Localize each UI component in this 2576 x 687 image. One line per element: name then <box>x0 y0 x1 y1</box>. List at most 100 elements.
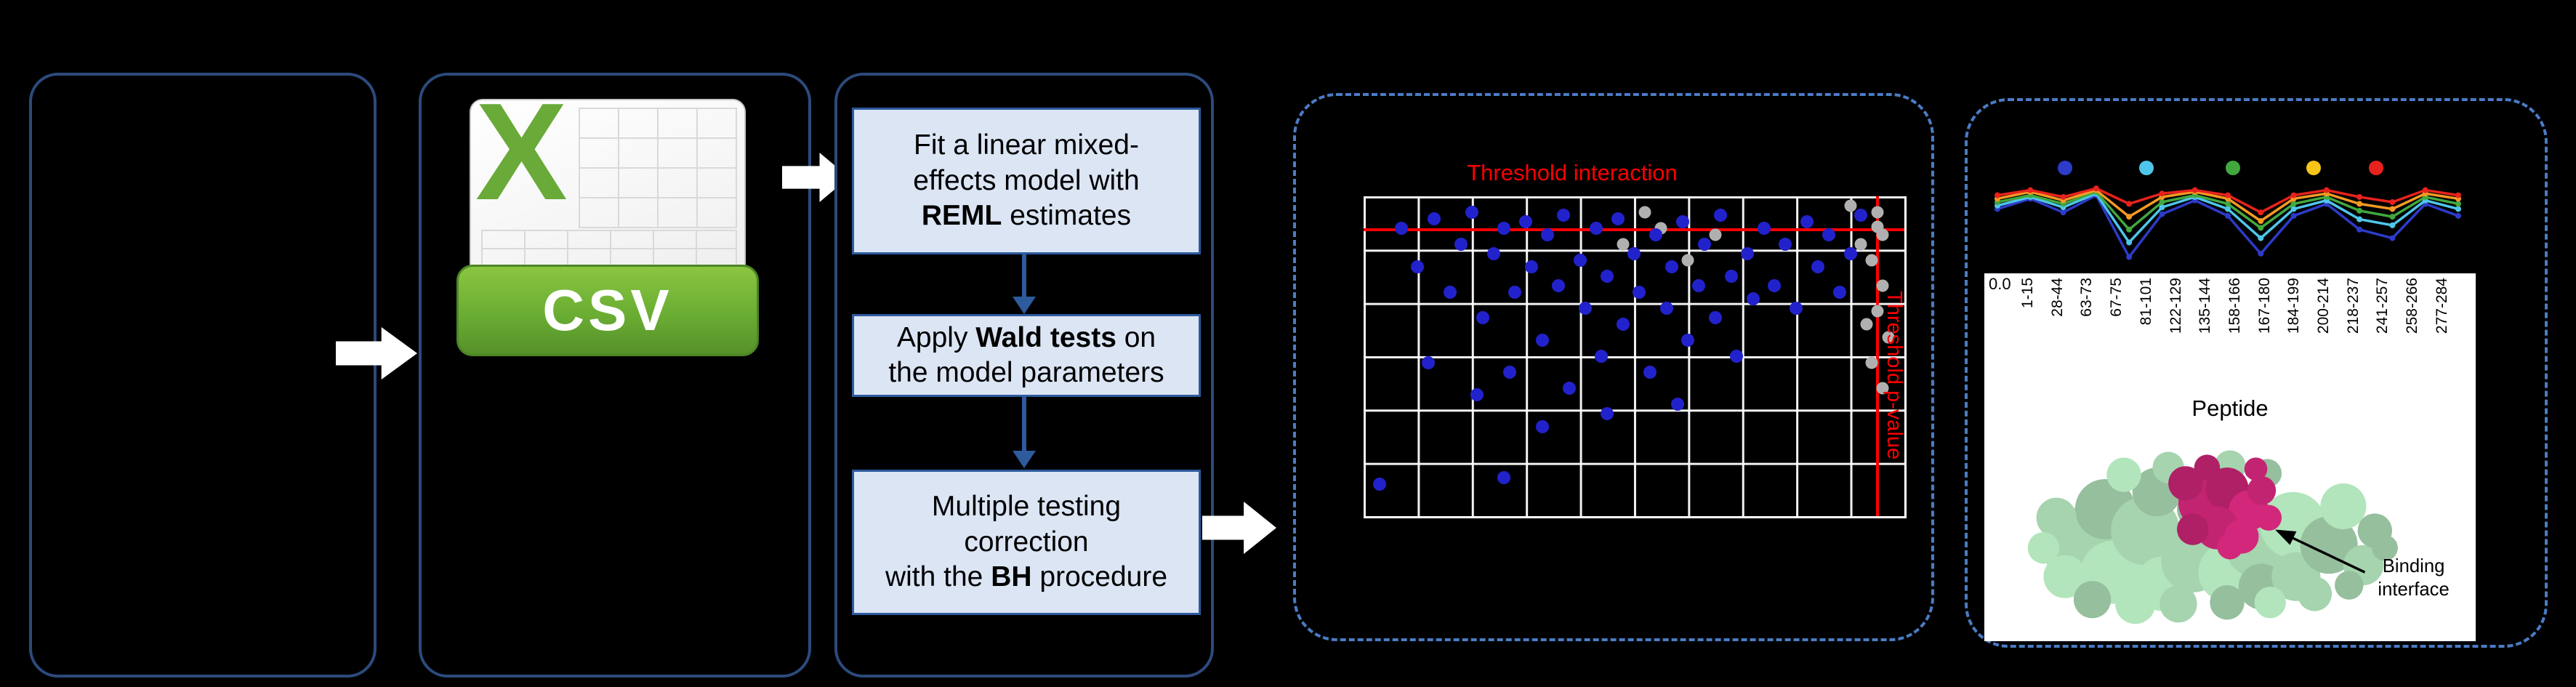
series-blue-marker <box>2290 212 2297 219</box>
series-red-marker <box>2356 193 2363 200</box>
protein-surface-sphere <box>2210 584 2245 620</box>
scatter-point <box>1579 302 1593 315</box>
model-steps-box: Fit a linear mixed- effects model with R… <box>834 73 1214 678</box>
csv-sheet: X <box>470 83 746 346</box>
x-tick-label: 258-266 <box>2404 278 2421 334</box>
series-green-marker <box>2225 201 2231 207</box>
scatter-point <box>1476 311 1489 325</box>
scatter-point <box>1551 279 1565 293</box>
x-tick-label: 135-144 <box>2197 278 2214 334</box>
series-red-marker <box>2093 185 2099 192</box>
peptide-axis-panel: 0.0 1-15 28-44 63-73 67-75 81-101 122-129 135-… <box>1984 273 2476 641</box>
scatter-point <box>1649 228 1662 241</box>
scatter-point <box>1454 238 1468 251</box>
scatter-point <box>1681 334 1695 347</box>
series-red-marker <box>2258 209 2264 216</box>
scatter-point <box>1562 382 1576 395</box>
series-green-marker <box>2455 201 2461 207</box>
series-orange-marker <box>2356 201 2363 207</box>
protein-surface-sphere <box>2027 531 2060 564</box>
series-cyan-marker <box>2258 235 2264 241</box>
binding-interface-sphere <box>2176 513 2209 545</box>
x-tick-label: 1-15 <box>2019 278 2036 309</box>
scatter-point <box>1876 382 1889 395</box>
scatter-point <box>1638 206 1651 219</box>
results-panel: 0.0 1-15 28-44 63-73 67-75 81-101 122-129 135-… <box>1965 98 2548 648</box>
condition-dot <box>2058 161 2073 175</box>
scatter-point <box>1865 254 1878 267</box>
scatter-point <box>1486 247 1500 261</box>
scatter-point <box>1535 419 1549 433</box>
series-blue-marker <box>2356 226 2363 233</box>
scatter-point <box>1843 247 1857 261</box>
scatter-point <box>1502 366 1516 379</box>
scatter-point <box>1633 286 1646 299</box>
threshold-interaction-label: Threshold interaction <box>1467 160 1678 185</box>
csv-file-icon: X CSV <box>449 83 763 381</box>
scatter-point <box>1508 286 1522 299</box>
csv-box: X CSV <box>419 73 811 678</box>
scatter-point <box>1659 302 1673 315</box>
input-data-box <box>29 73 377 678</box>
scatter-point <box>1600 270 1614 283</box>
series-red-marker <box>2225 192 2231 198</box>
series-red-marker <box>1995 192 2000 198</box>
series-red-marker <box>2027 187 2034 193</box>
series-cyan-marker <box>2159 204 2165 211</box>
scatter-point <box>1617 318 1630 331</box>
flow-step-reml: Fit a linear mixed- effects model with R… <box>852 108 1201 254</box>
binding-interface-sphere <box>2244 457 2268 481</box>
series-green-marker <box>2290 201 2297 207</box>
scatter-point <box>1854 238 1867 251</box>
series-red-marker <box>2422 187 2428 193</box>
down-arrow-stem <box>1022 253 1026 297</box>
protein-surface-sphere <box>2160 584 2197 623</box>
binding-interface-sphere <box>2194 454 2221 481</box>
scatter-point <box>1497 222 1511 235</box>
x-tick-label: 241-257 <box>2374 278 2391 334</box>
scatter-point <box>1557 209 1571 222</box>
series-blue-marker <box>2159 211 2165 217</box>
x-tick-label: 218-237 <box>2344 278 2362 334</box>
series-green-marker <box>2126 226 2133 233</box>
step2-line2: the model parameters <box>888 357 1164 388</box>
scatter-point <box>1871 220 1884 233</box>
scatter-point <box>1697 238 1711 251</box>
scatter-point <box>1373 478 1387 491</box>
scatter-point <box>1832 286 1846 299</box>
protein-surface-sphere <box>2335 571 2364 600</box>
scatter-point <box>1675 215 1689 229</box>
protein-surface-sphere <box>2254 586 2286 619</box>
scatter-point <box>1724 270 1738 283</box>
x-tick-label: 277-284 <box>2433 278 2450 334</box>
csv-grid-top <box>579 108 737 228</box>
x-tick-label: 63-73 <box>2078 278 2096 317</box>
scatter-point <box>1790 302 1803 315</box>
scatter-point <box>1768 279 1782 293</box>
series-red-marker <box>2455 192 2461 198</box>
condition-dot <box>2306 161 2322 175</box>
scatter-point <box>1589 222 1603 235</box>
down-arrow-head <box>1013 297 1036 314</box>
x-tick-label: 158-166 <box>2226 278 2243 334</box>
series-cyan-marker <box>2290 206 2297 212</box>
series-red-marker <box>2159 190 2165 197</box>
series-blue-marker <box>2258 250 2264 257</box>
series-cyan-marker <box>2356 216 2363 222</box>
series-red-marker <box>2191 187 2198 193</box>
series-red-marker <box>2126 201 2133 207</box>
scatter-point <box>1708 311 1722 325</box>
x-tick-label: 184-199 <box>2285 278 2303 334</box>
threshold-interaction-line <box>1364 228 1904 231</box>
scatter-point <box>1865 356 1878 369</box>
series-green-marker <box>2258 225 2264 231</box>
down-arrow-head <box>1013 451 1036 468</box>
series-cyan-marker <box>2455 206 2461 212</box>
series-blue-marker <box>2455 212 2461 219</box>
scatter-point <box>1681 254 1694 267</box>
series-red-marker <box>2389 199 2396 206</box>
y-axis-tick: 0.0 <box>1989 275 2011 293</box>
down-arrow-1 <box>837 253 1211 314</box>
scatter-point <box>1573 254 1587 267</box>
series-red-marker <box>2290 192 2297 198</box>
